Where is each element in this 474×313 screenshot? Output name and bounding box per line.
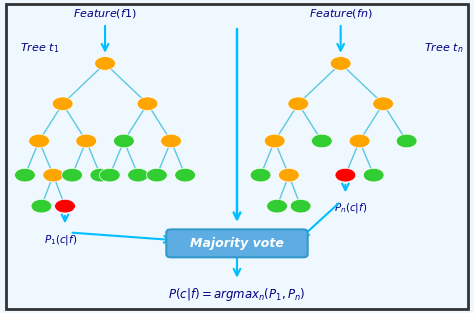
Text: $P(c|f) = argmax_n(P_1, P_n)$: $P(c|f) = argmax_n(P_1, P_n)$ [168, 286, 306, 303]
Circle shape [373, 97, 393, 110]
Circle shape [311, 134, 332, 148]
Circle shape [330, 57, 351, 70]
Circle shape [95, 57, 116, 70]
Circle shape [114, 134, 134, 148]
Circle shape [161, 134, 182, 148]
Circle shape [264, 134, 285, 148]
Circle shape [250, 168, 271, 182]
Circle shape [278, 168, 299, 182]
Circle shape [349, 134, 370, 148]
Circle shape [396, 134, 417, 148]
FancyBboxPatch shape [166, 229, 308, 257]
Circle shape [363, 168, 384, 182]
Circle shape [146, 168, 167, 182]
Text: $Tree\ t_n$: $Tree\ t_n$ [424, 41, 463, 55]
Circle shape [137, 97, 158, 110]
Text: $Feature(f1)$: $Feature(f1)$ [73, 7, 137, 20]
Circle shape [52, 97, 73, 110]
Circle shape [31, 199, 52, 213]
Text: $P_n(c|f)$: $P_n(c|f)$ [334, 202, 367, 215]
Circle shape [29, 134, 49, 148]
Text: $Tree\ t_1$: $Tree\ t_1$ [20, 41, 60, 55]
Circle shape [90, 168, 111, 182]
Text: $Feature(fn)$: $Feature(fn)$ [309, 7, 373, 20]
Text: $P_1(c|f)$: $P_1(c|f)$ [44, 233, 77, 247]
Circle shape [55, 199, 75, 213]
Circle shape [288, 97, 309, 110]
Circle shape [62, 168, 82, 182]
Circle shape [290, 199, 311, 213]
Circle shape [335, 168, 356, 182]
Circle shape [100, 168, 120, 182]
Text: Majority vote: Majority vote [190, 237, 284, 250]
Circle shape [15, 168, 36, 182]
Circle shape [267, 199, 287, 213]
Circle shape [43, 168, 64, 182]
Circle shape [175, 168, 196, 182]
Circle shape [128, 168, 148, 182]
Circle shape [76, 134, 97, 148]
